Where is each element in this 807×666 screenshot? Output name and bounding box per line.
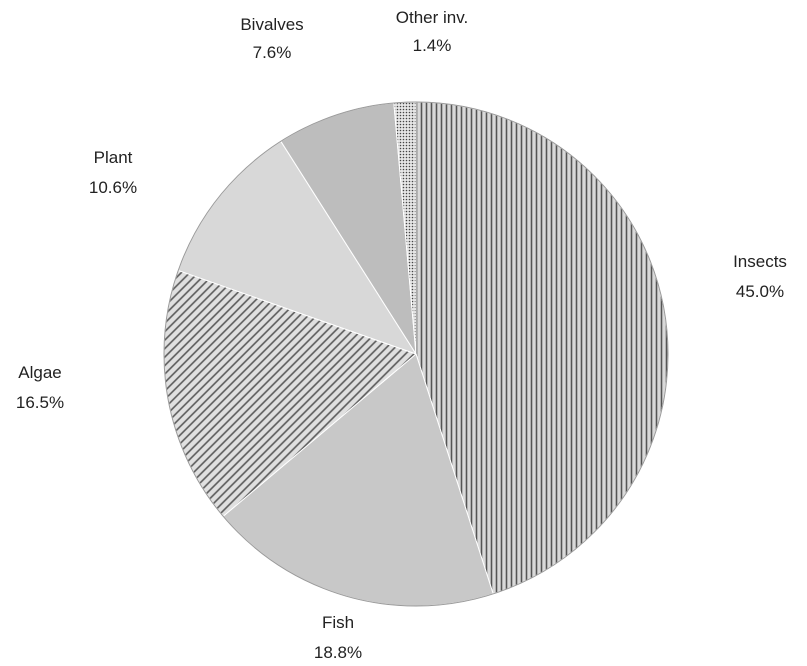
slice-label-algae: Algae <box>18 363 61 382</box>
slice-value-plant: 10.6% <box>89 178 137 197</box>
pie-slices <box>163 101 669 607</box>
slice-label-fish: Fish <box>322 613 354 632</box>
slice-label-insects: Insects <box>733 252 787 271</box>
slice-value-insects: 45.0% <box>736 282 784 301</box>
slice-value-fish: 18.8% <box>314 643 362 662</box>
slice-label-other-inv: Other inv. <box>396 8 468 27</box>
slice-value-algae: 16.5% <box>16 393 64 412</box>
slice-label-bivalves: Bivalves <box>240 15 303 34</box>
slice-label-plant: Plant <box>94 148 133 167</box>
slice-value-other-inv: 1.4% <box>413 36 452 55</box>
pie-labels: Insects 45.0% Fish 18.8% Algae 16.5% Plant 10.6… <box>16 8 787 662</box>
pie-outline <box>163 101 669 607</box>
slice-value-bivalves: 7.6% <box>253 43 292 62</box>
